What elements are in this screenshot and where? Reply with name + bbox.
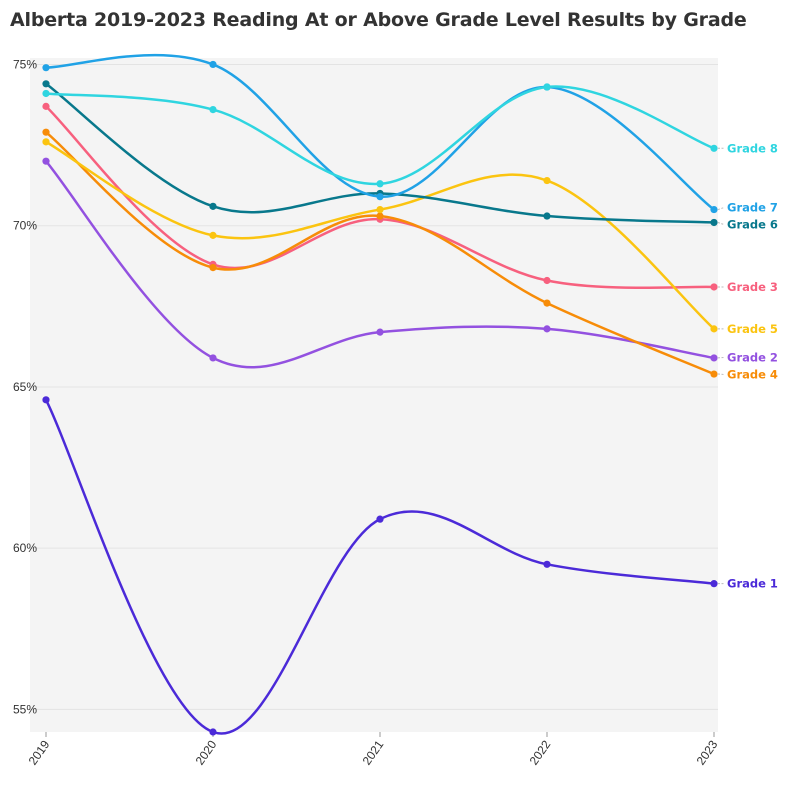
y-tick-label: 55% (13, 702, 37, 716)
series-line-grade-3 (44, 105, 716, 289)
data-point-grade-2 (209, 354, 217, 362)
data-point-grade-2 (376, 328, 384, 336)
data-point-grade-6 (42, 80, 50, 88)
data-point-grade-4 (710, 370, 718, 378)
data-point-grade-8 (376, 180, 384, 188)
data-point-grade-6 (209, 202, 217, 210)
x-tick-label: 2023 (694, 737, 721, 767)
data-point-grade-3 (42, 102, 50, 110)
data-point-grade-3 (543, 276, 551, 285)
data-point-grade-1 (42, 396, 50, 404)
series-label-grade-4: Grade 4 (727, 367, 778, 381)
series-label-grade-8: Grade 8 (727, 141, 778, 155)
data-point-grade-5 (710, 325, 718, 333)
data-point-grade-4 (376, 212, 384, 220)
data-point-grade-5 (42, 138, 50, 146)
series-label-grade-3: Grade 3 (727, 280, 778, 294)
label-leader-grade-7 (717, 207, 725, 211)
series-labels: Grade 8 Grade 7 Grade 6 Grade 3 Grade 5 Grade… (717, 141, 778, 591)
data-point-grade-6 (543, 212, 551, 220)
data-point-grade-7 (209, 60, 217, 69)
data-point-grade-1 (710, 580, 718, 588)
data-points (42, 60, 718, 736)
data-point-grade-2 (710, 354, 718, 362)
data-point-grade-5 (376, 205, 384, 214)
chart-title: Alberta 2019-2023 Reading At or Above Gr… (10, 9, 747, 31)
data-point-grade-1 (376, 515, 384, 523)
data-point-grade-5 (543, 176, 551, 185)
x-tick-label: 2021 (360, 737, 387, 767)
data-point-grade-7 (376, 193, 384, 201)
series-label-grade-7: Grade 7 (727, 201, 778, 215)
data-point-grade-7 (42, 64, 50, 72)
data-point-grade-4 (209, 264, 217, 272)
label-leader-grade-6 (717, 221, 725, 225)
series-line-grade-1 (44, 398, 716, 735)
data-point-grade-3 (710, 283, 718, 291)
data-point-grade-2 (42, 157, 50, 165)
data-point-grade-1 (543, 560, 551, 568)
y-tick-label: 65% (13, 380, 37, 394)
series-label-grade-5: Grade 5 (727, 322, 778, 336)
data-point-grade-8 (710, 144, 718, 152)
x-axis-ticks: 2019 2020 2021 2022 2023 (26, 732, 721, 768)
x-tick-label: 2022 (527, 737, 554, 767)
data-point-grade-8 (42, 89, 50, 98)
series-label-grade-1: Grade 1 (727, 577, 778, 591)
x-tick-label: 2019 (26, 737, 53, 767)
y-tick-label: 70% (13, 219, 37, 233)
y-tick-label: 75% (13, 57, 37, 71)
series-line-grade-2 (44, 159, 716, 369)
data-point-grade-6 (710, 218, 718, 227)
x-tick-label: 2020 (193, 737, 220, 767)
y-axis-ticks: 55% 60% 65% 70% 75% (13, 57, 37, 716)
data-point-grade-4 (42, 128, 50, 136)
data-point-grade-4 (543, 299, 551, 307)
data-point-grade-2 (543, 325, 551, 333)
plot-background (30, 58, 718, 732)
data-point-grade-7 (710, 205, 718, 214)
data-point-grade-5 (209, 231, 217, 239)
series-label-grade-6: Grade 6 (727, 218, 778, 232)
data-point-grade-8 (543, 83, 551, 91)
data-point-grade-8 (209, 105, 217, 114)
series-label-grade-2: Grade 2 (727, 350, 778, 364)
y-tick-label: 60% (13, 541, 37, 555)
data-point-grade-1 (209, 728, 217, 736)
